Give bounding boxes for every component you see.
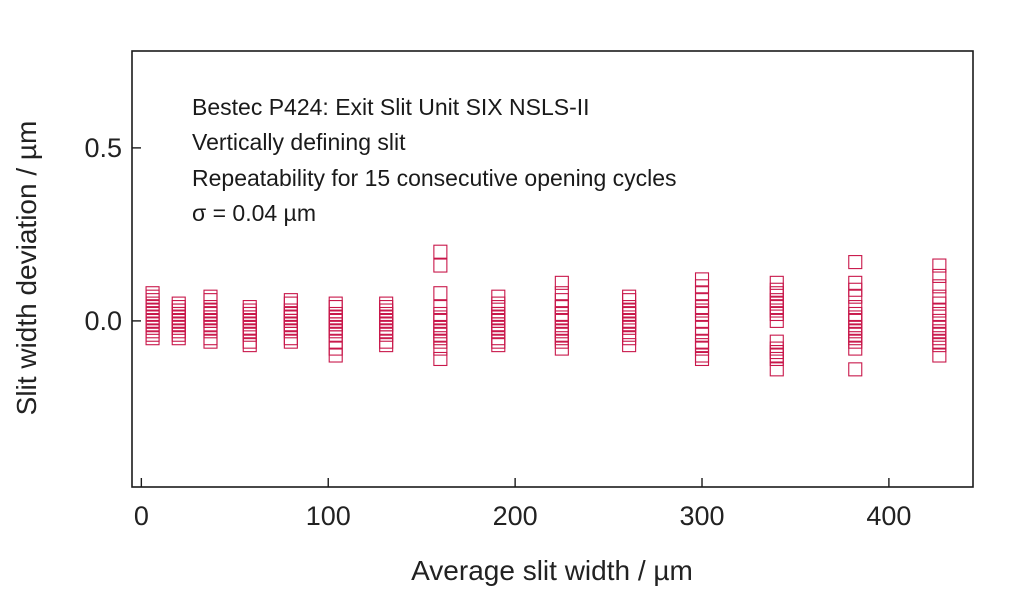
data-point-marker <box>433 286 448 301</box>
data-point-marker <box>694 303 710 318</box>
data-point-marker <box>491 334 506 349</box>
data-point-marker <box>554 341 569 356</box>
data-point-marker <box>433 244 448 259</box>
annotation-block: Bestec P424: Exit Slit Unit SIX NSLS-II … <box>192 94 677 226</box>
data-point-marker <box>171 303 186 318</box>
data-point-marker <box>694 351 710 367</box>
data-point-marker <box>433 351 448 367</box>
x-tick-label: 400 <box>866 501 911 531</box>
data-point-marker <box>433 258 448 273</box>
plot-frame <box>131 50 974 488</box>
data-point-marker <box>171 317 186 332</box>
x-tick-label: 300 <box>679 501 724 531</box>
x-tick-label: 200 <box>493 501 538 531</box>
data-point-marker <box>554 275 569 290</box>
y-tick-label: 0.5 <box>84 133 122 163</box>
data-point-marker <box>554 306 569 322</box>
data-point-marker <box>203 313 218 328</box>
y-axis-title: Slit width deviation / µm <box>11 121 42 416</box>
data-point-marker <box>328 296 343 311</box>
data-point-marker <box>932 279 947 294</box>
data-point-marker <box>848 289 863 304</box>
data-point-marker <box>328 317 343 332</box>
data-point-marker <box>491 338 506 353</box>
data-point-marker <box>145 313 160 328</box>
annotation-line-4: σ = 0.04 µm <box>192 200 316 226</box>
data-point-marker <box>622 306 637 322</box>
data-point-marker <box>932 303 947 318</box>
data-markers <box>145 244 947 377</box>
data-point-marker <box>848 341 863 356</box>
data-point-marker <box>848 324 863 339</box>
data-point-marker <box>694 338 710 353</box>
annotation-line-2: Vertically defining slit <box>192 129 406 155</box>
data-point-marker <box>242 338 257 353</box>
data-point-marker <box>932 348 947 363</box>
data-point-marker <box>491 317 506 332</box>
data-point-marker <box>433 331 448 346</box>
data-point-marker <box>769 303 784 318</box>
annotation-line-3: Repeatability for 15 consecutive opening… <box>192 165 677 191</box>
data-point-marker <box>769 348 784 363</box>
data-point-marker <box>379 338 394 353</box>
x-tick-label: 0 <box>134 501 149 531</box>
data-point-marker <box>171 331 186 346</box>
x-tick-label: 100 <box>306 501 351 531</box>
data-point-marker <box>848 255 863 270</box>
data-point-marker <box>554 327 569 342</box>
y-tick-label: 0.0 <box>84 306 122 336</box>
axis-ticks: 0 100 200 300 400 0.0 0.5 <box>84 133 911 531</box>
data-point-marker <box>203 334 218 349</box>
data-point-marker <box>769 313 784 328</box>
data-point-marker <box>848 310 863 325</box>
data-point-marker <box>145 331 160 346</box>
data-point-marker <box>848 362 863 377</box>
data-point-marker <box>433 341 448 356</box>
annotation-line-1: Bestec P424: Exit Slit Unit SIX NSLS-II <box>192 94 590 120</box>
data-point-marker <box>932 258 947 273</box>
data-point-marker <box>283 334 298 349</box>
data-point-marker <box>932 268 947 283</box>
data-point-marker <box>283 293 298 308</box>
data-point-marker <box>622 289 637 304</box>
data-point-marker <box>145 289 160 304</box>
data-point-marker <box>932 334 947 349</box>
data-point-marker <box>242 306 257 322</box>
data-point-marker <box>554 310 569 325</box>
x-axis-title: Average slit width / µm <box>411 555 693 586</box>
data-point-marker <box>491 306 506 322</box>
data-point-marker <box>328 348 343 363</box>
data-point-marker <box>283 310 298 325</box>
data-point-marker <box>433 310 448 325</box>
data-point-marker <box>622 317 637 332</box>
data-point-marker <box>379 317 394 332</box>
data-point-marker <box>622 338 637 353</box>
data-point-marker <box>242 320 257 335</box>
data-point-marker <box>769 362 784 377</box>
data-point-marker <box>203 289 218 304</box>
data-point-marker <box>433 320 448 335</box>
